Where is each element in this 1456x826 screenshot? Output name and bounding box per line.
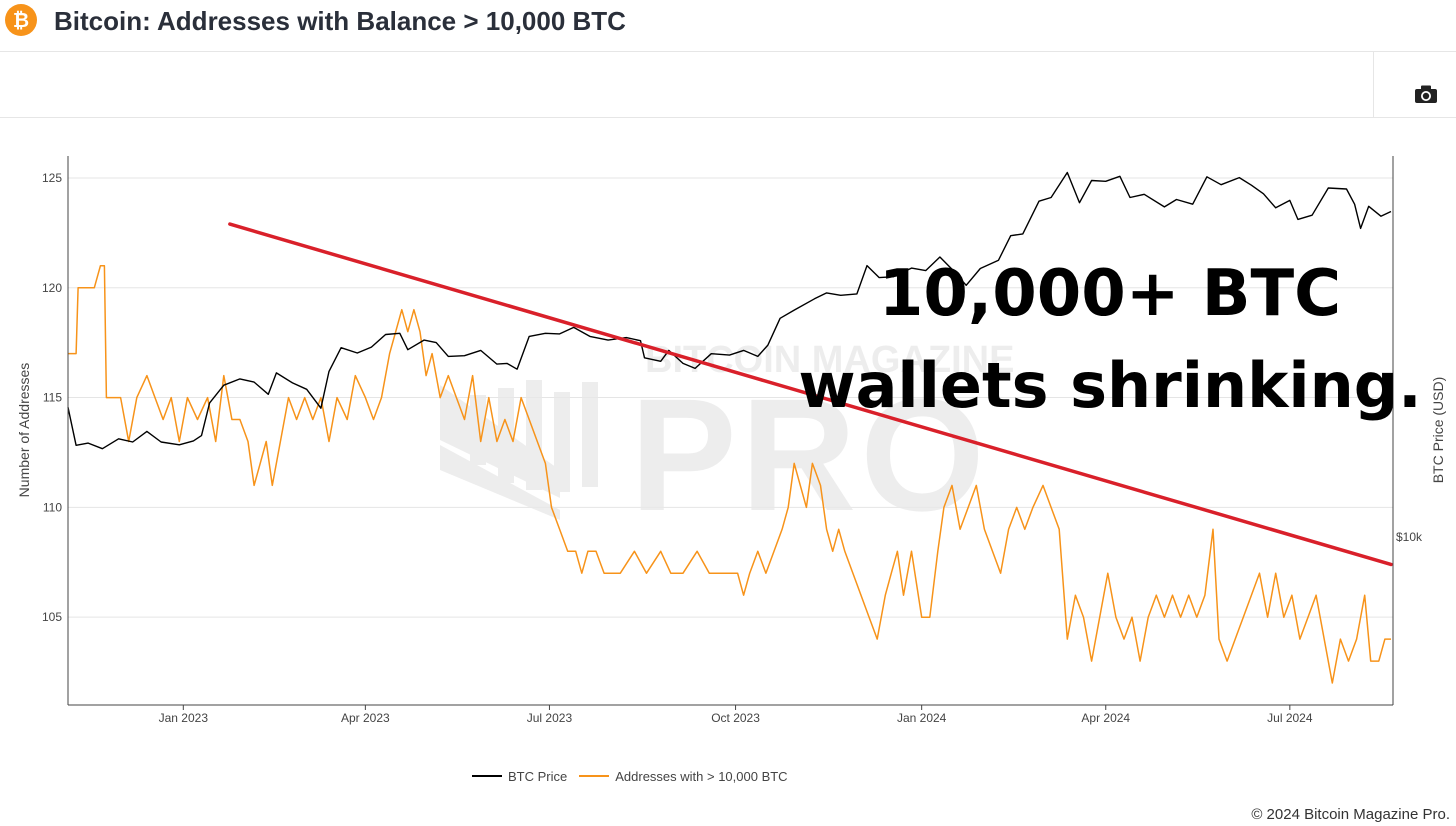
chart-toolbar xyxy=(0,52,1456,118)
x-tick-label: Jul 2024 xyxy=(1267,711,1313,725)
bitcoin-logo-icon: ₿ xyxy=(5,4,37,36)
x-tick-label: Apr 2023 xyxy=(341,711,390,725)
x-tick-label: Jan 2024 xyxy=(897,711,947,725)
copyright: © 2024 Bitcoin Magazine Pro. xyxy=(1251,806,1450,823)
legend-label-btc-price: BTC Price xyxy=(508,768,568,784)
y-tick-label: 125 xyxy=(42,171,62,185)
y-axis-title: Number of Addresses xyxy=(16,363,32,498)
addresses-line xyxy=(68,265,1391,684)
header: ₿ Bitcoin: Addresses with Balance > 10,0… xyxy=(0,0,1456,52)
y-tick-label: 115 xyxy=(43,391,62,405)
camera-icon[interactable] xyxy=(1412,82,1440,106)
x-tick-label: Jul 2023 xyxy=(527,711,573,725)
x-tick-label: Apr 2024 xyxy=(1081,711,1130,725)
series-layer xyxy=(67,171,1393,684)
legend-swatch-btc-price xyxy=(472,775,502,777)
legend-label-addresses: Addresses with > 10,000 BTC xyxy=(615,768,788,784)
toolbar-divider xyxy=(1373,52,1374,117)
btc-price-line xyxy=(67,171,1392,450)
x-tick-label: Oct 2023 xyxy=(711,711,760,725)
x-tick-label: Jan 2023 xyxy=(159,711,209,725)
y-tick-label: 110 xyxy=(43,500,62,514)
trend-line xyxy=(228,222,1393,567)
axis-layer: 105 110 115 120 125 $10k Jan 2023 Apr 2023 Jul 2… xyxy=(42,156,1423,725)
annotation-line2: wallets shrinking. xyxy=(798,349,1421,422)
page-title: Bitcoin: Addresses with Balance > 10,000… xyxy=(54,6,626,36)
annotation-line1: 10,000+ BTC xyxy=(879,257,1341,331)
y-tick-label: 105 xyxy=(42,610,62,624)
y2-axis-title: BTC Price (USD) xyxy=(1430,377,1446,484)
legend-swatch-addresses xyxy=(579,775,610,777)
legend-item-btc-price[interactable]: BTC Price xyxy=(472,769,567,784)
y-tick-label: 120 xyxy=(42,281,62,295)
legend: BTC Price Addresses with > 10,000 BTC xyxy=(472,766,788,786)
watermark-line1: BITCOIN MAGAZINE xyxy=(645,339,1014,381)
watermark-candles-icon xyxy=(440,380,598,520)
legend-item-addresses[interactable]: Addresses with > 10,000 BTC xyxy=(579,768,788,784)
y2-tick-label: $10k xyxy=(1396,530,1423,544)
